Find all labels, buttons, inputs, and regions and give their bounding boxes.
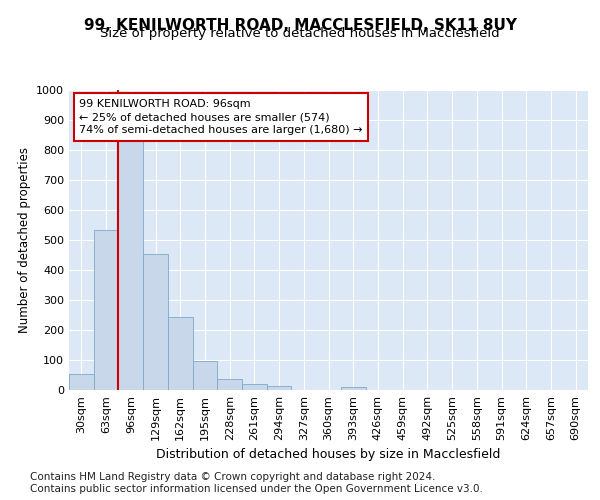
Bar bbox=[341, 387, 365, 390]
Bar bbox=[242, 384, 267, 390]
Text: 99 KENILWORTH ROAD: 96sqm
← 25% of detached houses are smaller (574)
74% of semi: 99 KENILWORTH ROAD: 96sqm ← 25% of detac… bbox=[79, 99, 363, 136]
Text: Contains HM Land Registry data © Crown copyright and database right 2024.: Contains HM Land Registry data © Crown c… bbox=[30, 472, 436, 482]
Text: Contains public sector information licensed under the Open Government Licence v3: Contains public sector information licen… bbox=[30, 484, 483, 494]
Bar bbox=[94, 230, 118, 390]
Bar bbox=[168, 316, 193, 390]
Bar bbox=[267, 386, 292, 390]
Bar bbox=[118, 141, 143, 390]
Bar bbox=[217, 379, 242, 390]
Text: Size of property relative to detached houses in Macclesfield: Size of property relative to detached ho… bbox=[100, 28, 500, 40]
Text: 99, KENILWORTH ROAD, MACCLESFIELD, SK11 8UY: 99, KENILWORTH ROAD, MACCLESFIELD, SK11 … bbox=[83, 18, 517, 32]
Bar bbox=[69, 374, 94, 390]
Bar bbox=[193, 361, 217, 390]
Y-axis label: Number of detached properties: Number of detached properties bbox=[17, 147, 31, 333]
X-axis label: Distribution of detached houses by size in Macclesfield: Distribution of detached houses by size … bbox=[157, 448, 500, 462]
Bar bbox=[143, 254, 168, 390]
